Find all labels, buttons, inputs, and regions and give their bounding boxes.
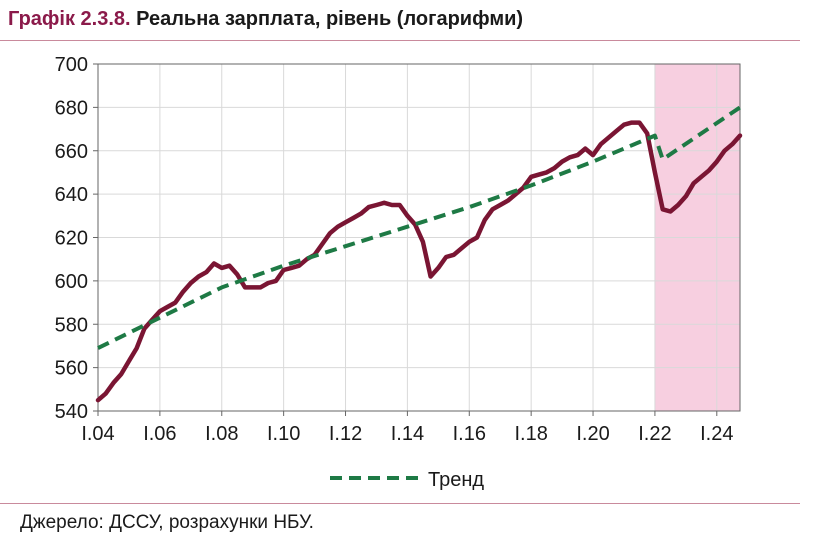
y-tick-label: 560 [55,358,88,380]
x-tick-label: I.18 [514,423,547,445]
x-tick-label: I.24 [700,423,733,445]
y-tick-label: 600 [55,271,88,293]
x-tick-label: I.22 [638,423,671,445]
legend: Тренд [330,469,484,491]
chart-title: Графік 2.3.8. Реальна зарплата, рівень (… [8,8,523,31]
y-tick-label: 660 [55,141,88,163]
series-layer [95,105,743,403]
source-divider [0,503,800,504]
x-tick-label: I.20 [576,423,609,445]
legend-trend-label: Тренд [428,469,484,491]
wage-line [95,120,743,403]
chart-title-number: Графік 2.3.8. [8,8,131,30]
y-tick-label: 680 [55,97,88,119]
axis-layer: 540 560 580 600 620 640 660 680 700 I.04 I.06 I.08 I… [55,54,741,445]
source-note: Джерело: ДССУ, розрахунки НБУ. [20,512,314,533]
trend-line [97,105,742,350]
x-tick-label: I.06 [143,423,176,445]
x-tick-label: I.04 [81,423,114,445]
x-tick-label: I.16 [453,423,486,445]
x-tick-label: I.08 [205,423,238,445]
chart-title-text: Реальна зарплата, рівень (логарифми) [136,8,524,30]
x-tick-label: I.12 [329,423,362,445]
y-tick-label: 640 [55,184,88,206]
y-tick-label: 700 [55,54,88,76]
y-tick-label: 540 [55,401,88,423]
x-tick-label: I.14 [391,423,424,445]
wage-chart: 540 560 580 600 620 640 660 680 700 I.04 I.06 I.08 I… [55,54,743,491]
title-divider [0,40,800,41]
y-tick-label: 580 [55,314,88,336]
x-tick-label: I.10 [267,423,300,445]
y-tick-label: 620 [55,228,88,250]
